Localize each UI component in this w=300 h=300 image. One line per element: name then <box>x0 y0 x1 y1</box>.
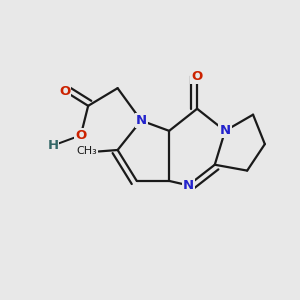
Text: O: O <box>191 70 203 83</box>
Text: N: N <box>183 179 194 192</box>
Text: CH₃: CH₃ <box>76 146 97 157</box>
Text: N: N <box>220 124 231 137</box>
Text: H: H <box>47 139 58 152</box>
Text: O: O <box>59 85 70 98</box>
Text: N: N <box>136 114 147 127</box>
Text: O: O <box>75 129 86 142</box>
